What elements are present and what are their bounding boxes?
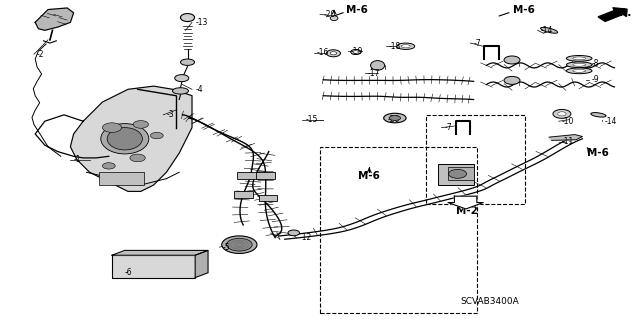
Ellipse shape — [573, 63, 586, 66]
Ellipse shape — [288, 230, 300, 236]
Text: -7: -7 — [445, 123, 452, 132]
Text: -4: -4 — [195, 85, 203, 94]
Bar — [438, 164, 474, 185]
Ellipse shape — [573, 70, 586, 72]
Bar — [426, 115, 525, 204]
Ellipse shape — [150, 132, 163, 139]
Ellipse shape — [384, 113, 406, 123]
Bar — [256, 172, 275, 179]
Ellipse shape — [326, 50, 340, 57]
Text: -17: -17 — [368, 69, 380, 78]
Ellipse shape — [101, 123, 149, 154]
Ellipse shape — [351, 49, 361, 55]
Ellipse shape — [504, 56, 520, 64]
Text: -20: -20 — [387, 115, 399, 124]
Ellipse shape — [175, 75, 189, 82]
Bar — [237, 172, 259, 179]
Ellipse shape — [227, 238, 252, 251]
Bar — [320, 147, 477, 313]
Ellipse shape — [558, 112, 566, 116]
Ellipse shape — [180, 59, 195, 65]
Ellipse shape — [553, 109, 571, 118]
Ellipse shape — [353, 51, 358, 53]
Text: -3: -3 — [166, 110, 174, 119]
Text: -8: -8 — [592, 59, 600, 68]
Ellipse shape — [397, 43, 415, 49]
Ellipse shape — [133, 121, 148, 128]
Text: -2: -2 — [37, 50, 45, 59]
Ellipse shape — [504, 77, 520, 85]
Text: -14: -14 — [605, 117, 617, 126]
Ellipse shape — [573, 57, 586, 60]
Text: -13: -13 — [195, 18, 207, 27]
Ellipse shape — [371, 61, 385, 70]
Ellipse shape — [330, 52, 337, 55]
Text: -16: -16 — [317, 48, 329, 57]
Text: -10: -10 — [562, 117, 574, 126]
Ellipse shape — [130, 154, 145, 162]
Text: SCVAB3400A: SCVAB3400A — [460, 297, 519, 306]
Polygon shape — [35, 8, 74, 30]
Text: FR.: FR. — [612, 8, 631, 18]
Bar — [99, 172, 144, 185]
Bar — [112, 255, 195, 278]
Text: -5: -5 — [223, 243, 230, 252]
Ellipse shape — [108, 128, 143, 150]
Text: M-2: M-2 — [456, 206, 478, 216]
Polygon shape — [112, 250, 208, 255]
Polygon shape — [549, 135, 582, 140]
Text: -15: -15 — [305, 115, 317, 124]
Text: -18: -18 — [389, 42, 401, 51]
Ellipse shape — [222, 236, 257, 253]
Text: M-6: M-6 — [513, 5, 534, 15]
Polygon shape — [195, 250, 208, 278]
Text: M-6: M-6 — [588, 148, 609, 158]
Ellipse shape — [173, 88, 188, 94]
Ellipse shape — [449, 169, 467, 178]
Ellipse shape — [330, 16, 338, 20]
Polygon shape — [70, 86, 192, 191]
Text: M-6: M-6 — [346, 5, 368, 15]
Text: -12: -12 — [300, 233, 312, 242]
Ellipse shape — [566, 68, 592, 74]
Ellipse shape — [541, 27, 557, 33]
Text: -11: -11 — [562, 137, 574, 146]
Text: M-6: M-6 — [358, 171, 380, 181]
Text: -14: -14 — [541, 26, 553, 35]
FancyArrow shape — [598, 8, 627, 21]
Ellipse shape — [566, 56, 592, 61]
Bar — [448, 167, 474, 180]
Ellipse shape — [401, 45, 410, 48]
Bar — [259, 195, 277, 201]
Ellipse shape — [102, 163, 115, 169]
Text: -1: -1 — [74, 155, 81, 164]
Polygon shape — [448, 196, 483, 209]
Ellipse shape — [102, 123, 122, 132]
Text: -20: -20 — [323, 10, 335, 19]
Ellipse shape — [591, 113, 606, 117]
Text: -7: -7 — [474, 39, 481, 48]
Text: -9: -9 — [592, 75, 600, 84]
Bar — [234, 191, 253, 198]
Text: -19: -19 — [351, 47, 363, 56]
Ellipse shape — [389, 116, 401, 121]
Text: -6: -6 — [125, 268, 132, 277]
Ellipse shape — [566, 62, 592, 68]
Ellipse shape — [180, 14, 195, 22]
